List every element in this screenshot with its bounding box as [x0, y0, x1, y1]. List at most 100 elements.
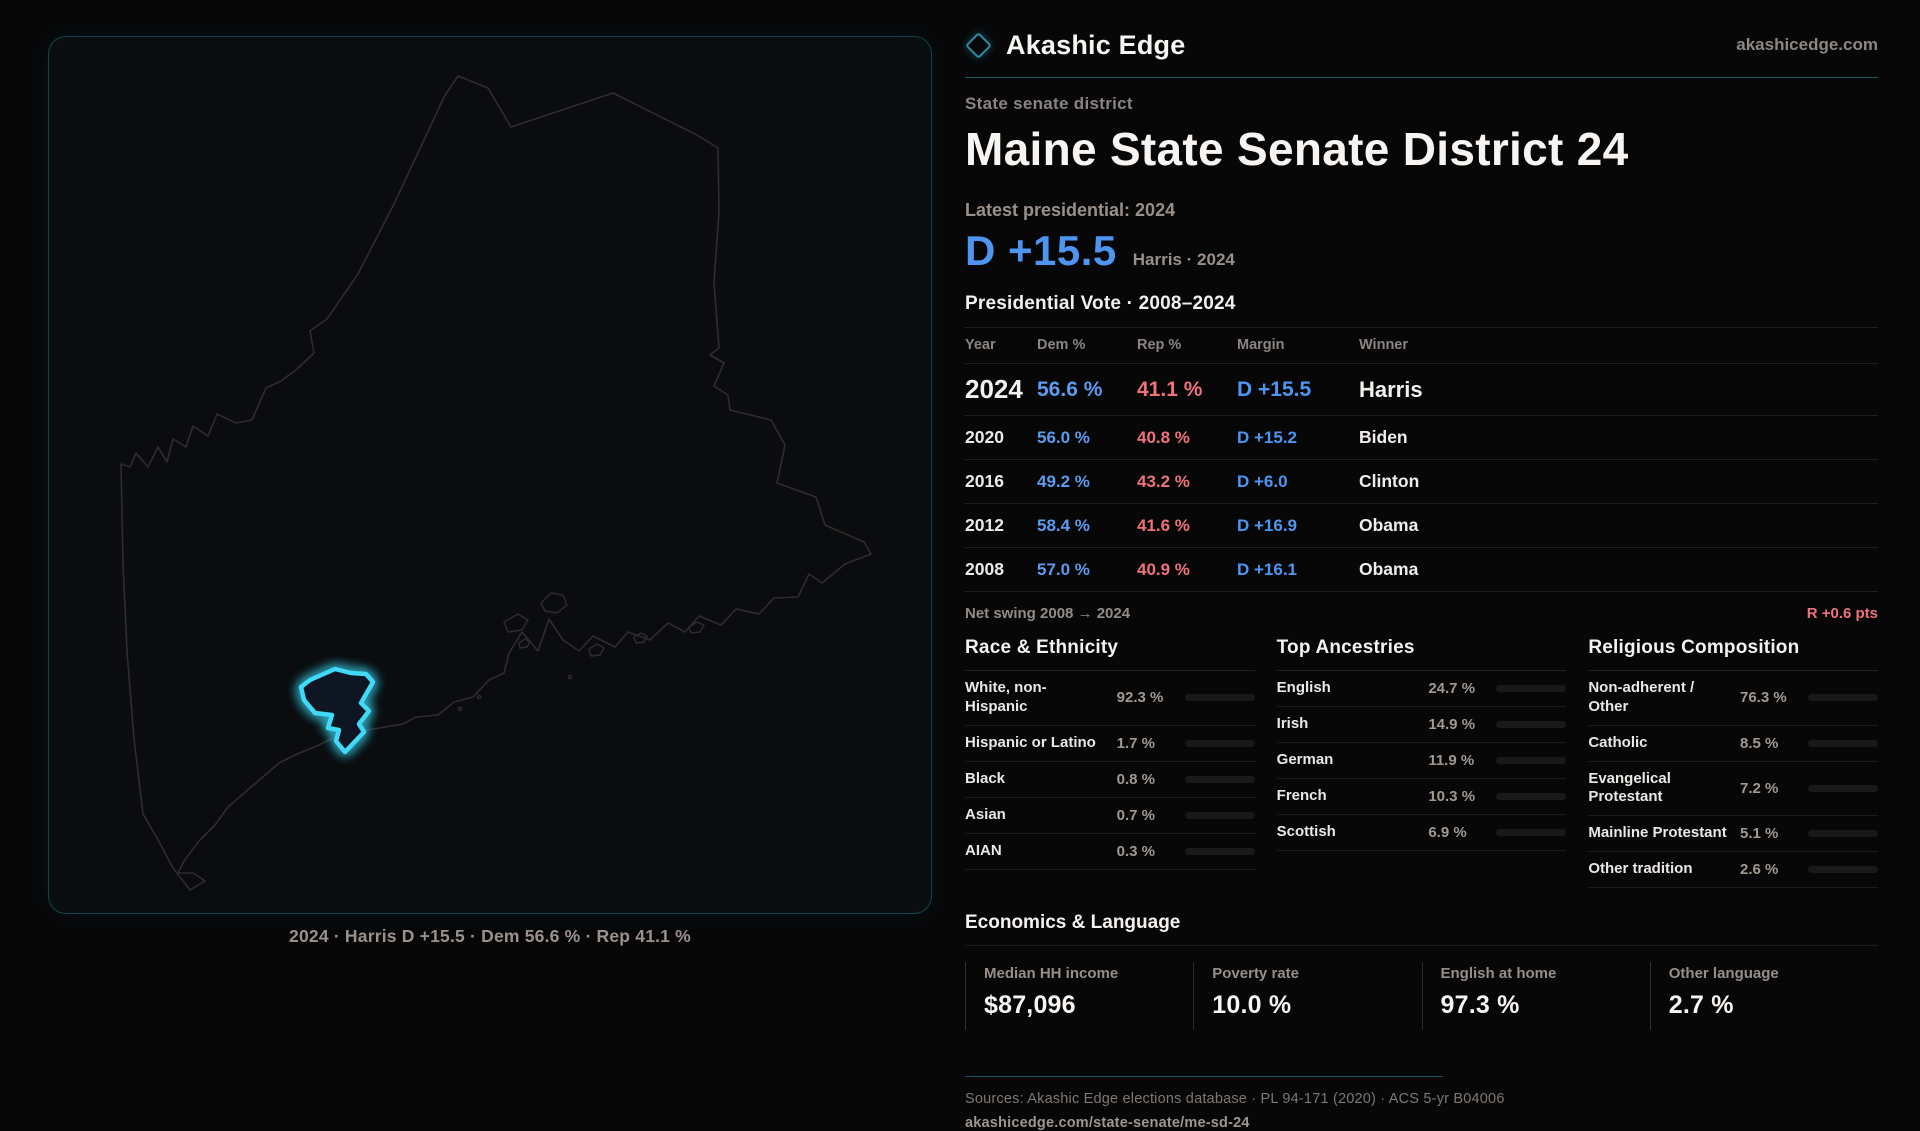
demo-row: French 10.3 %	[1276, 779, 1567, 815]
year-cell: 2008	[965, 559, 1004, 579]
pv-table-title: Presidential Vote · 2008–2024	[965, 293, 1236, 314]
demo-row: Black 0.8 %	[965, 762, 1255, 798]
demo-row: Hispanic or Latino 1.7 %	[965, 726, 1255, 762]
detail-panel: Akashic Edge akashicedge.com State senat…	[965, 22, 1878, 1131]
site-link[interactable]: akashicedge.com	[1736, 35, 1878, 54]
econ-value: 10.0 %	[1212, 991, 1292, 1019]
demo-bar-track	[1807, 784, 1878, 792]
demo-row: Irish 14.9 %	[1276, 707, 1567, 743]
rep-cell: 41.1 %	[1137, 377, 1203, 401]
demo-label: French	[1276, 787, 1327, 805]
economics-grid: Median HH income $87,096 Poverty rate 10…	[965, 962, 1878, 1030]
demographics-grid: Race & Ethnicity White, non-Hispanic 92.…	[965, 637, 1878, 888]
demo-label: Scottish	[1276, 823, 1336, 841]
demo-value: 2.6 %	[1739, 861, 1779, 878]
pv-row-2012: 2012 58.4 % 41.6 % D +16.9 Obama	[965, 504, 1878, 548]
maine-map	[120, 75, 872, 891]
page-title: Maine State Senate District 24	[965, 123, 1629, 175]
district-kicker: State senate district	[965, 94, 1133, 113]
winner-cell: Harris	[1359, 376, 1423, 402]
rep-cell: 40.9 %	[1137, 559, 1190, 579]
map-panel	[48, 36, 932, 914]
col-rep: Rep %	[1137, 337, 1182, 353]
margin-cell: D +16.9	[1237, 515, 1298, 535]
demo-title: Top Ancestries	[1276, 637, 1567, 671]
demo-value: 24.7 %	[1428, 680, 1476, 697]
demo-bar-track	[1184, 739, 1255, 747]
col-margin: Margin	[1237, 337, 1285, 353]
header-divider	[965, 77, 1878, 78]
demo-bar-track	[1496, 757, 1567, 764]
demo-row: Asian 0.7 %	[965, 798, 1255, 834]
sources-text: Sources: Akashic Edge elections database…	[965, 1091, 1505, 1107]
permalink-link[interactable]: akashicedge.com/state-senate/me-sd-24	[965, 1115, 1250, 1131]
religion-column: Religious Composition Non-adherent / Oth…	[1588, 637, 1878, 888]
demo-bar-track	[1496, 829, 1567, 836]
demo-label: Asian	[965, 805, 1006, 823]
demo-title: Religious Composition	[1588, 637, 1878, 671]
col-dem: Dem %	[1037, 337, 1086, 353]
demo-bar-track	[1807, 866, 1878, 873]
econ-value: $87,096	[984, 991, 1076, 1019]
latest-presidential-label: Latest presidential: 2024	[965, 200, 1176, 220]
net-swing-row: Net swing 2008 → 2024 R +0.6 pts	[965, 592, 1878, 622]
year-cell: 2012	[965, 515, 1004, 535]
demo-value: 14.9 %	[1428, 716, 1476, 733]
winner-cell: Obama	[1359, 559, 1419, 579]
demo-row: Non-adherent / Other 76.3 %	[1588, 671, 1878, 726]
demo-bar-track	[1184, 847, 1255, 855]
winner-cell: Clinton	[1359, 471, 1420, 491]
econ-label: Median HH income	[984, 965, 1119, 982]
margin-cell: D +15.2	[1237, 427, 1298, 447]
demo-bar-track	[1496, 721, 1567, 728]
demo-value: 5.1 %	[1739, 825, 1779, 842]
net-swing-label: Net swing 2008 → 2024	[965, 605, 1131, 622]
demo-bar-track	[1184, 694, 1255, 702]
demo-value: 0.3 %	[1116, 842, 1156, 860]
demo-row: German 11.9 %	[1276, 743, 1567, 779]
demo-value: 0.7 %	[1116, 806, 1156, 824]
footer-divider	[965, 1076, 1443, 1077]
net-swing-value: R +0.6 pts	[1806, 605, 1878, 622]
winner-cell: Obama	[1359, 515, 1419, 535]
coastal-islands	[457, 592, 705, 712]
margin-cell: D +16.1	[1237, 559, 1298, 579]
econ-stat-poverty-rate: Poverty rate 10.0 %	[1193, 962, 1421, 1030]
econ-value: 2.7 %	[1668, 991, 1734, 1019]
demo-bar-track	[1184, 775, 1255, 783]
col-year: Year	[965, 337, 996, 353]
dem-cell: 57.0 %	[1037, 559, 1090, 579]
demo-row: English 24.7 %	[1276, 671, 1567, 707]
district-24-shape[interactable]	[298, 666, 376, 755]
econ-stat-english-at-home: English at home 97.3 %	[1421, 962, 1650, 1030]
demo-label: AIAN	[965, 841, 1002, 859]
dem-cell: 56.6 %	[1037, 377, 1103, 401]
demo-label: Non-adherent / Other	[1588, 679, 1695, 715]
margin-cell: D +6.0	[1237, 471, 1288, 491]
demo-label: Catholic	[1588, 733, 1648, 751]
demo-label: German	[1276, 751, 1334, 769]
demo-bar-track	[1496, 793, 1567, 800]
winner-cell: Biden	[1359, 427, 1408, 447]
econ-stat-other-language: Other language 2.7 %	[1649, 962, 1878, 1030]
rep-cell: 40.8 %	[1137, 427, 1190, 447]
demo-value: 7.2 %	[1739, 779, 1779, 797]
brand-header: Akashic Edge akashicedge.com	[965, 22, 1878, 68]
race-ethnicity-column: Race & Ethnicity White, non-Hispanic 92.…	[965, 637, 1255, 888]
demo-label: English	[1276, 679, 1331, 697]
dem-cell: 58.4 %	[1037, 515, 1090, 535]
pv-table: Year Dem % Rep % Margin Winner 2024 56.6…	[965, 327, 1878, 592]
demo-value: 76.3 %	[1739, 689, 1787, 707]
margin-headline: D +15.5	[965, 227, 1117, 274]
econ-value: 97.3 %	[1440, 991, 1520, 1019]
economics-divider	[965, 945, 1878, 946]
dem-cell: 56.0 %	[1037, 427, 1090, 447]
ancestries-column: Top Ancestries English 24.7 % Irish 14.9…	[1276, 637, 1567, 888]
demo-bar-track	[1184, 811, 1255, 819]
demo-row: Scottish 6.9 %	[1276, 815, 1567, 851]
year-cell: 2024	[965, 374, 1023, 404]
margin-note: Harris · 2024	[1132, 250, 1235, 269]
pv-row-2016: 2016 49.2 % 43.2 % D +6.0 Clinton	[965, 460, 1878, 504]
demo-value: 0.8 %	[1116, 770, 1156, 788]
rep-cell: 41.6 %	[1137, 515, 1190, 535]
